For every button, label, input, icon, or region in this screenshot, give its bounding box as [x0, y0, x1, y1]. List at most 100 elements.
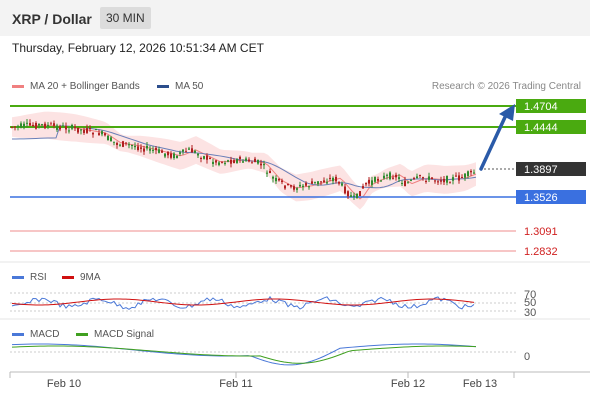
candle-body [176, 155, 178, 158]
candle-body [170, 153, 172, 158]
candle-body [248, 159, 250, 162]
candle-body [113, 141, 115, 143]
rsi-level-30: 30 [524, 307, 536, 319]
candle-body [71, 125, 73, 129]
candle-body [257, 159, 259, 164]
rsi-ma-line [11, 298, 475, 306]
candle-body [20, 123, 22, 128]
rsi-swatch [12, 276, 24, 279]
candle-body [392, 177, 394, 179]
candle-body [431, 177, 433, 180]
candle-body [362, 186, 364, 189]
candle-body [380, 180, 382, 182]
candle-body [218, 162, 220, 165]
candle-body [287, 184, 289, 186]
candle-body [116, 142, 118, 145]
candle-body [242, 161, 244, 163]
candle-body [407, 182, 409, 184]
candle-body [29, 123, 31, 126]
candle-body [413, 177, 415, 179]
candle-body [293, 186, 295, 190]
candle-body [122, 141, 124, 147]
macd-signal-line [11, 345, 477, 364]
candle-body [356, 193, 358, 199]
candle-body [188, 148, 190, 150]
candle-body [341, 183, 343, 186]
candle-body [395, 174, 397, 178]
candle-body [434, 180, 436, 182]
level-tag-2 [516, 120, 586, 134]
candle-body [173, 153, 175, 159]
candle-body [389, 172, 391, 180]
candle-body [332, 177, 334, 182]
candle-body [353, 195, 355, 197]
rsi-ma-swatch [62, 276, 74, 279]
candle-body [62, 125, 64, 127]
candle-body [104, 133, 106, 136]
candle-body [191, 148, 193, 153]
candle-body [278, 178, 280, 181]
lower-level-label-2: 1.2832 [524, 246, 558, 258]
candle-body [137, 146, 139, 150]
candle-body [461, 176, 463, 178]
x-label-feb10: Feb 10 [47, 378, 81, 390]
candle-body [50, 123, 52, 125]
ma20-swatch [12, 85, 24, 88]
candle-body [119, 144, 121, 146]
candle-body [350, 195, 352, 197]
candle-body [308, 186, 310, 188]
candle-body [317, 181, 319, 185]
level-tag-1 [516, 99, 586, 113]
current-price-label: 1.3897 [524, 164, 558, 176]
candle-body [452, 177, 454, 181]
candle-body [464, 173, 466, 178]
candle-body [404, 180, 406, 187]
candle-body [338, 181, 340, 184]
candle-body [74, 126, 76, 129]
candle-body [215, 160, 217, 163]
x-label-feb11: Feb 11 [219, 378, 252, 390]
candle-body [329, 177, 331, 179]
candle-body [185, 151, 187, 153]
candle-body [251, 162, 253, 164]
candle-body [233, 160, 235, 164]
candle-body [437, 181, 439, 183]
candle-body [32, 124, 34, 126]
legend-ma50-label: MA 50 [175, 81, 204, 92]
legend-ma50: MA 50 [157, 81, 203, 92]
candle-body [377, 178, 379, 181]
forecast-arrow-head [499, 104, 515, 121]
candle-body [98, 133, 100, 136]
candle-body [275, 178, 277, 182]
candle-body [260, 163, 262, 166]
candle-body [146, 145, 148, 149]
candle-body [296, 188, 298, 190]
candle-body [245, 158, 247, 161]
candle-body [182, 149, 184, 152]
macd-swatch [12, 333, 24, 336]
rsi-level-50: 50 [524, 297, 536, 309]
candle-body [326, 182, 328, 184]
candle-body [110, 137, 112, 142]
candle-body [239, 156, 241, 159]
lower-level-label-1: 1.3091 [524, 226, 558, 238]
candle-body [59, 126, 61, 130]
candle-body [263, 164, 265, 166]
candle-body [443, 178, 445, 183]
candle-body [23, 123, 25, 128]
candle-body [83, 130, 85, 133]
legend-rsi-ma: 9MA [62, 272, 101, 283]
candle-body [302, 185, 304, 188]
interval-button[interactable]: 30 MIN [100, 7, 151, 29]
legend-ma20-label: MA 20 + Bollinger Bands [30, 81, 140, 92]
rsi-level-70: 70 [524, 289, 536, 301]
candle-body [410, 179, 412, 181]
candle-body [35, 122, 37, 129]
candle-body [269, 170, 271, 174]
candle-body [311, 181, 313, 184]
candle-body [335, 176, 337, 182]
research-credit: Research © 2026 Trading Central [431, 81, 581, 92]
candle-body [95, 129, 97, 131]
candle-body [134, 145, 136, 148]
